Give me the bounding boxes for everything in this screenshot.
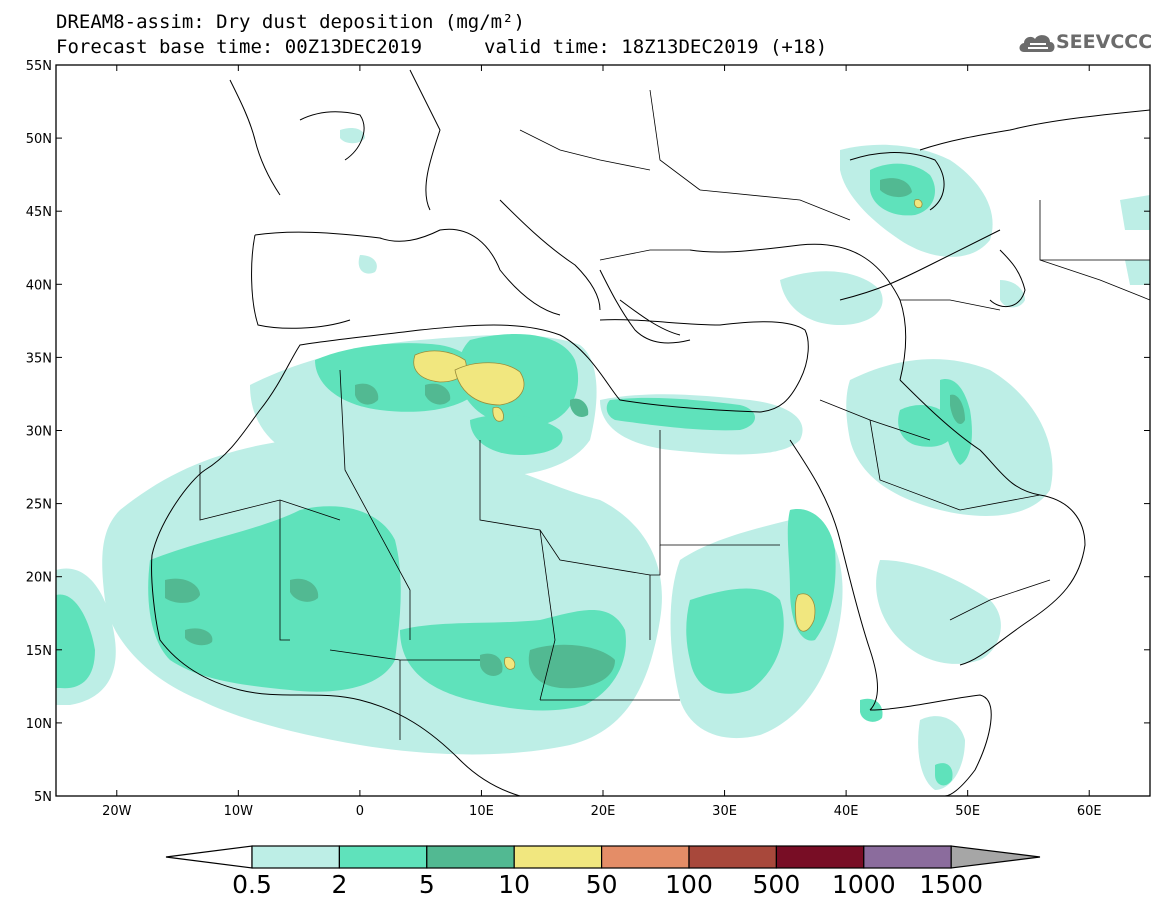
lon-tick-label: 20E bbox=[591, 804, 616, 819]
colorbar-label: 5 bbox=[419, 870, 435, 899]
colorbar-label: 2 bbox=[331, 870, 347, 899]
level-5-field bbox=[165, 178, 965, 689]
lon-tick-label: 20W bbox=[102, 804, 132, 819]
country-borders bbox=[199, 89, 1150, 740]
lat-tick-label: 30N bbox=[26, 425, 52, 440]
logo-text: SEEVCCC bbox=[1056, 31, 1153, 53]
colorbar-swatch bbox=[513, 845, 603, 869]
lat-tick-label: 55N bbox=[26, 59, 52, 74]
latitude-axis: 55N 50N 45N 40N 35N 30N 25N 20N 15N 10N 5N bbox=[26, 59, 1150, 805]
colorbar-over-arrow bbox=[950, 845, 1041, 869]
colorbar-label: 500 bbox=[753, 870, 801, 899]
lat-tick-label: 20N bbox=[26, 571, 52, 586]
map-area bbox=[55, 64, 1151, 797]
colorbar-label: 10 bbox=[498, 870, 530, 899]
colorbar-swatch bbox=[251, 845, 341, 869]
lon-tick-label: 60E bbox=[1077, 804, 1102, 819]
lat-tick-label: 35N bbox=[26, 351, 52, 366]
lon-tick-label: 30E bbox=[712, 804, 737, 819]
lon-tick-label: 10E bbox=[469, 804, 494, 819]
forecast-base-time: Forecast base time: 00Z13DEC2019 bbox=[56, 36, 423, 58]
colorbar-under-arrow bbox=[165, 845, 253, 869]
longitude-axis: 20W 10W 0 10E 20E 30E 40E 50E 60E bbox=[102, 65, 1102, 819]
lon-tick-label: 0 bbox=[356, 804, 364, 819]
lat-tick-label: 50N bbox=[26, 132, 52, 147]
lat-tick-label: 45N bbox=[26, 205, 52, 220]
colorbar-swatch bbox=[775, 845, 865, 869]
colorbar-swatch bbox=[863, 845, 952, 869]
colorbar-label: 1000 bbox=[832, 870, 896, 899]
level-10-field bbox=[413, 199, 923, 670]
colorbar-legend: 0.5 2 5 10 50 100 500 1000 1500 bbox=[165, 845, 1041, 899]
colorbar-label: 50 bbox=[586, 870, 618, 899]
lon-tick-label: 40E bbox=[834, 804, 859, 819]
colorbar-swatch bbox=[688, 845, 778, 869]
colorbar-swatch bbox=[426, 845, 515, 869]
colorbar-label: 1500 bbox=[919, 870, 983, 899]
lat-tick-label: 40N bbox=[26, 278, 52, 293]
cloud-logo-icon bbox=[1019, 35, 1055, 52]
lat-tick-label: 25N bbox=[26, 498, 52, 513]
lon-tick-label: 10W bbox=[224, 804, 254, 819]
valid-time: valid time: 18Z13DEC2019 (+18) bbox=[484, 36, 828, 58]
colorbar-label: 0.5 bbox=[232, 870, 272, 899]
deposition-fields bbox=[56, 127, 1150, 790]
colorbar-swatch bbox=[338, 845, 428, 869]
lat-tick-label: 5N bbox=[34, 790, 52, 805]
map-title: DREAM8-assim: Dry dust deposition (mg/m²… bbox=[56, 11, 525, 33]
colorbar-swatch bbox=[600, 845, 690, 869]
lon-tick-label: 50E bbox=[955, 804, 980, 819]
coastlines bbox=[151, 69, 1150, 796]
lat-tick-label: 10N bbox=[26, 717, 52, 732]
lat-tick-label: 15N bbox=[26, 644, 52, 659]
colorbar-label: 100 bbox=[665, 870, 713, 899]
